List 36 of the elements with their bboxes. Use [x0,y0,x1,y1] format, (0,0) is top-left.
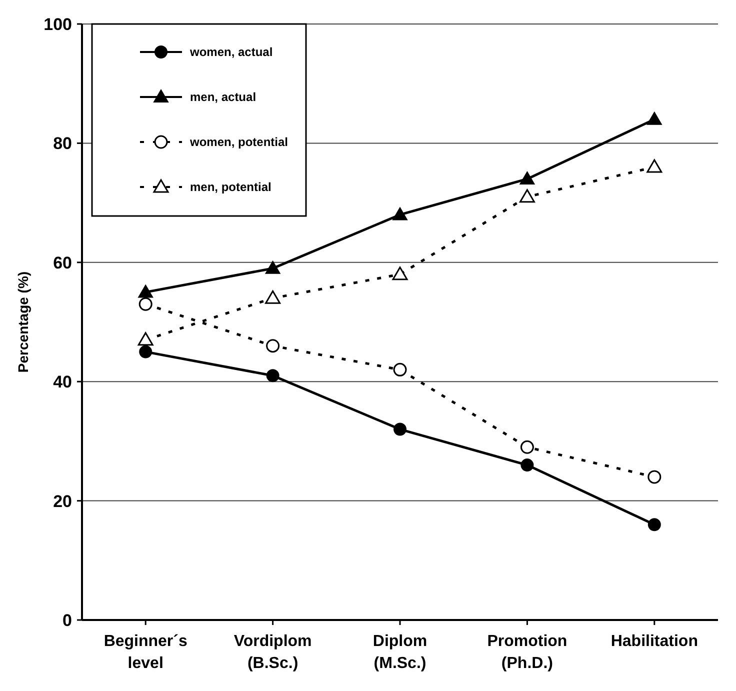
x-tick-label: Habilitation [610,633,698,650]
point [393,362,407,376]
legend-label: women, potential [189,135,288,150]
y-tick-label: 80 [53,134,72,154]
point [520,440,534,454]
legend-label: men, actual [190,90,256,104]
point [648,470,662,484]
y-axis-title: Percentage (%) [15,271,31,373]
point [648,518,661,532]
point [266,369,280,382]
y-tick-label: 60 [53,253,72,272]
x-tick-label: Beginner´s level [104,633,188,672]
point [266,339,280,353]
point [138,284,154,298]
point [265,290,281,304]
x-tick-label: Diplom (M.Sc.) [372,633,428,672]
y-tick-label: 20 [53,492,72,511]
x-tick-label: Vordiplom (B.Sc.) [234,633,312,672]
point [265,260,280,274]
point [519,189,535,203]
legend-label: men, potential [190,180,272,194]
point [139,345,152,358]
y-tick-label: 0 [62,610,72,630]
point [646,112,662,125]
y-tick-label: 100 [44,14,72,34]
x-tick-label: Promotion (Ph.D.) [487,633,568,672]
point [138,332,154,346]
legend-label: women, actual [189,45,273,60]
point [646,159,662,173]
point [138,297,152,311]
point [394,422,406,436]
point [520,171,535,184]
point [520,458,534,472]
y-tick-label: 40 [53,372,72,392]
point [392,266,408,280]
point [392,207,408,220]
